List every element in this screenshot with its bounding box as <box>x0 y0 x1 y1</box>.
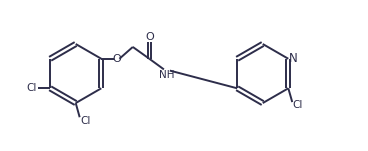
Text: Cl: Cl <box>27 83 37 93</box>
Text: O: O <box>145 32 154 42</box>
Text: Cl: Cl <box>292 100 302 110</box>
Text: N: N <box>289 52 298 65</box>
Text: NH: NH <box>159 69 174 80</box>
Text: O: O <box>112 54 121 64</box>
Text: Cl: Cl <box>80 116 91 126</box>
